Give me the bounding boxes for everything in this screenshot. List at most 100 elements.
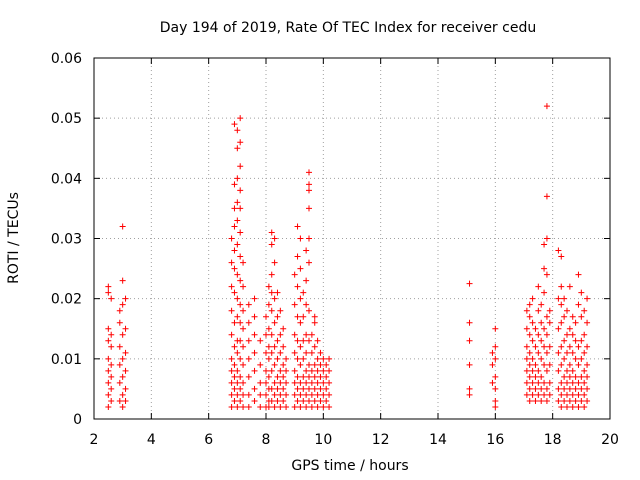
- data-point: [277, 349, 284, 356]
- data-point: [105, 379, 112, 386]
- data-point: [294, 253, 301, 260]
- data-point: [523, 367, 530, 374]
- data-point: [251, 367, 258, 374]
- data-point: [308, 403, 315, 410]
- data-point: [263, 331, 269, 338]
- data-point: [492, 397, 499, 404]
- data-point: [297, 391, 304, 398]
- data-point: [532, 385, 539, 392]
- y-tick-label: 0.05: [51, 111, 82, 127]
- data-point: [291, 331, 298, 338]
- data-point: [311, 361, 318, 368]
- data-point: [251, 295, 258, 302]
- data-point: [558, 361, 565, 368]
- data-point: [543, 331, 550, 338]
- data-point: [541, 343, 548, 350]
- data-point: [546, 379, 553, 386]
- data-point: [105, 355, 112, 362]
- data-point: [300, 355, 307, 362]
- data-point: [234, 379, 241, 386]
- data-point: [237, 253, 244, 260]
- y-tick-label: 0.06: [51, 51, 82, 67]
- data-point: [251, 385, 258, 392]
- data-point: [240, 259, 247, 266]
- data-point: [274, 289, 281, 296]
- data-point: [119, 301, 126, 308]
- data-point: [231, 247, 238, 254]
- data-point: [271, 235, 278, 242]
- data-point: [268, 397, 275, 404]
- data-point: [306, 187, 312, 194]
- data-point: [231, 289, 238, 296]
- data-point: [291, 391, 298, 398]
- data-point: [306, 235, 312, 242]
- data-point: [297, 265, 304, 272]
- data-point: [543, 193, 550, 200]
- data-point: [108, 397, 115, 404]
- data-point: [492, 325, 499, 332]
- data-point: [116, 307, 123, 314]
- grid: [94, 58, 610, 419]
- data-point: [237, 337, 244, 344]
- data-point: [566, 361, 573, 368]
- data-point: [280, 361, 287, 368]
- data-point: [271, 343, 278, 350]
- data-point: [326, 379, 333, 386]
- data-point: [303, 391, 310, 398]
- data-point: [240, 379, 247, 386]
- data-point: [245, 373, 252, 380]
- data-point: [558, 301, 565, 308]
- data-point: [268, 349, 275, 356]
- data-point: [306, 169, 312, 176]
- data-point: [251, 313, 258, 320]
- y-tick-label: 0.01: [51, 352, 82, 368]
- data-point: [566, 385, 573, 392]
- data-point: [237, 385, 244, 392]
- data-point: [555, 367, 562, 374]
- data-point: [119, 331, 126, 338]
- data-point: [572, 337, 579, 344]
- data-point: [535, 391, 542, 398]
- data-point: [526, 313, 533, 320]
- data-point: [265, 325, 272, 332]
- data-point: [231, 343, 238, 350]
- data-point: [257, 391, 264, 398]
- data-point: [546, 391, 553, 398]
- data-point: [231, 385, 238, 392]
- data-point: [581, 307, 588, 314]
- data-point: [231, 205, 238, 212]
- data-point: [561, 337, 568, 344]
- data-point: [575, 343, 582, 350]
- data-point: [122, 295, 129, 302]
- data-point: [555, 247, 562, 254]
- data-point: [263, 391, 269, 398]
- data-point: [228, 235, 235, 242]
- data-point: [291, 271, 298, 278]
- data-point: [492, 373, 499, 380]
- data-point: [535, 331, 542, 338]
- data-point: [561, 397, 568, 404]
- data-point: [314, 367, 321, 374]
- data-point: [240, 325, 247, 332]
- data-point: [122, 349, 129, 356]
- data-point: [105, 337, 112, 344]
- data-point: [543, 103, 550, 110]
- plot-frame: [93, 57, 611, 420]
- data-point: [555, 295, 562, 302]
- data-point: [237, 397, 244, 404]
- data-point: [578, 373, 585, 380]
- data-point: [526, 349, 533, 356]
- data-point: [308, 391, 315, 398]
- data-point: [558, 253, 565, 260]
- data-point: [564, 307, 570, 314]
- data-point: [558, 283, 565, 290]
- data-point: [326, 355, 333, 362]
- data-point: [303, 367, 310, 374]
- data-point: [526, 301, 533, 308]
- data-point: [306, 373, 312, 380]
- data-point: [105, 283, 112, 290]
- data-point: [274, 313, 281, 320]
- data-point: [492, 403, 499, 410]
- data-point: [265, 373, 272, 380]
- data-point: [283, 391, 290, 398]
